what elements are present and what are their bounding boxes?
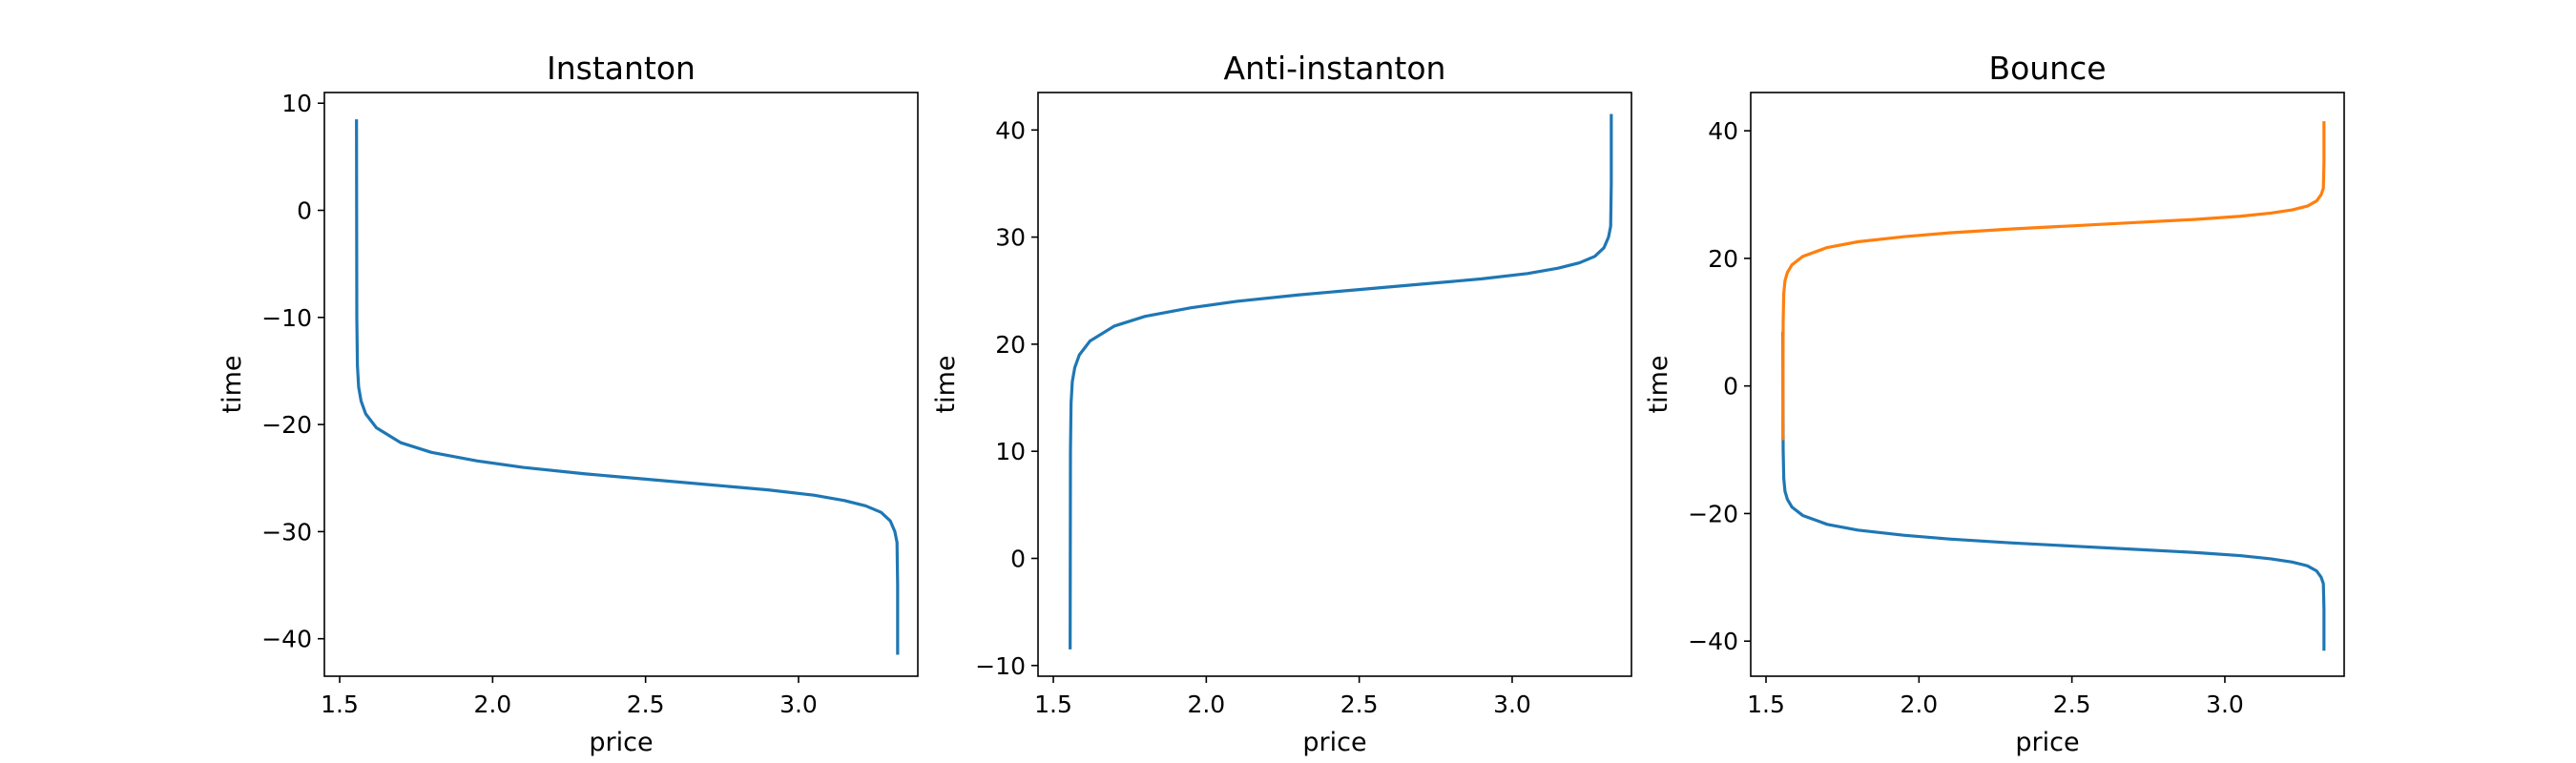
- x-tick-label: 3.0: [2206, 691, 2244, 718]
- x-tick-label: 2.0: [1900, 691, 1938, 718]
- axes-frame: [1750, 92, 2345, 677]
- x-tick-label: 3.0: [779, 691, 818, 718]
- y-tick-label: 40: [995, 116, 1026, 144]
- y-axis-label: time: [1644, 355, 1673, 413]
- x-tick-label: 3.0: [1493, 691, 1531, 718]
- subplot-title: Instanton: [547, 50, 696, 87]
- x-tick-label: 2.5: [1340, 691, 1379, 718]
- y-tick-label: −10: [261, 304, 312, 332]
- subplot-title: Anti-instanton: [1224, 50, 1446, 87]
- y-tick-label: 20: [1708, 245, 1738, 273]
- subplot-title: Bounce: [1988, 50, 2106, 87]
- x-tick-label: 1.5: [1747, 691, 1785, 718]
- y-tick-label: 10: [995, 438, 1026, 465]
- series-line-1: [355, 119, 900, 655]
- y-tick-label: −20: [261, 411, 312, 439]
- y-axis-label: time: [931, 355, 961, 413]
- subplot-1: 1.5 2.0 2.5 3.0 −40 −30 −20 −10 0 10 Instanton pric…: [218, 50, 919, 757]
- x-tick-label: 2.5: [627, 691, 665, 718]
- y-tick-label: 0: [1723, 373, 1738, 401]
- y-tick-label: 10: [281, 90, 312, 117]
- y-tick-label: 0: [1010, 545, 1026, 572]
- y-axis-label: time: [218, 355, 247, 413]
- y-tick-label: 0: [297, 197, 312, 225]
- axes-frame: [1037, 92, 1632, 677]
- subplot-3: 1.5 2.0 2.5 3.0 −40 −20 0 20 40 Bounce price time: [1644, 50, 2345, 757]
- x-tick-label: 2.0: [1187, 691, 1225, 718]
- axes-frame: [323, 92, 919, 677]
- x-tick-label: 2.0: [473, 691, 511, 718]
- y-tick-label: −20: [1688, 500, 1738, 527]
- y-tick-label: −10: [975, 652, 1026, 680]
- x-axis-label: price: [589, 728, 653, 757]
- y-tick-label: 20: [995, 331, 1026, 359]
- subplot-2: 1.5 2.0 2.5 3.0 −10 0 10 20 30 40 Anti-instanton pr…: [931, 50, 1632, 757]
- x-axis-label: price: [2015, 728, 2079, 757]
- y-tick-label: 30: [995, 224, 1026, 252]
- y-tick-label: −40: [1688, 628, 1738, 655]
- series-line-2: [1781, 121, 2326, 441]
- x-axis-label: price: [1302, 728, 1366, 757]
- y-tick-label: 40: [1708, 117, 1738, 145]
- series-line-1: [1781, 331, 2326, 651]
- series-line-1: [1069, 113, 1613, 650]
- x-tick-label: 1.5: [321, 691, 359, 718]
- x-tick-label: 2.5: [2053, 691, 2091, 718]
- x-tick-label: 1.5: [1034, 691, 1072, 718]
- y-tick-label: −40: [261, 626, 312, 653]
- y-tick-label: −30: [261, 518, 312, 546]
